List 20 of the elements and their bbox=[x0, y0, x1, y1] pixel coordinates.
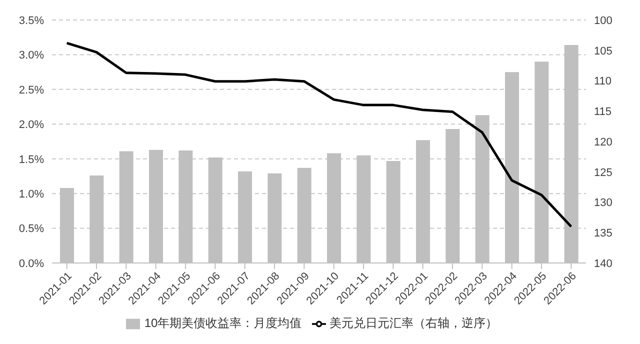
y2-tick-label: 130 bbox=[594, 197, 612, 210]
y2-tick-label: 120 bbox=[594, 136, 612, 148]
y2-tick-label: 115 bbox=[594, 106, 612, 118]
y2-tick-label: 110 bbox=[594, 76, 612, 88]
legend-label: 10年期美债收益率：月度均值 bbox=[144, 316, 302, 330]
y2-tick-label: 105 bbox=[594, 45, 612, 58]
y2-tick-label: 135 bbox=[594, 228, 612, 240]
line-series bbox=[66, 42, 572, 228]
y2-tick-label: 125 bbox=[594, 166, 612, 179]
y-tick-label: 3.5% bbox=[18, 14, 44, 27]
y2-tick-label: 100 bbox=[594, 14, 612, 27]
legend-label: 美元兑日元汇率（右轴，逆序） bbox=[330, 316, 498, 330]
y-tick-label: 2.0% bbox=[18, 119, 44, 132]
y2-tick-label: 140 bbox=[594, 258, 612, 270]
y-tick-label: 3.0% bbox=[18, 50, 44, 62]
y-tick-label: 2.5% bbox=[18, 84, 44, 96]
y-tick-label: 1.0% bbox=[18, 188, 44, 200]
y-tick-label: 0.0% bbox=[18, 258, 44, 270]
y-tick-label: 0.5% bbox=[18, 223, 44, 236]
y-tick-label: 1.5% bbox=[18, 154, 44, 166]
